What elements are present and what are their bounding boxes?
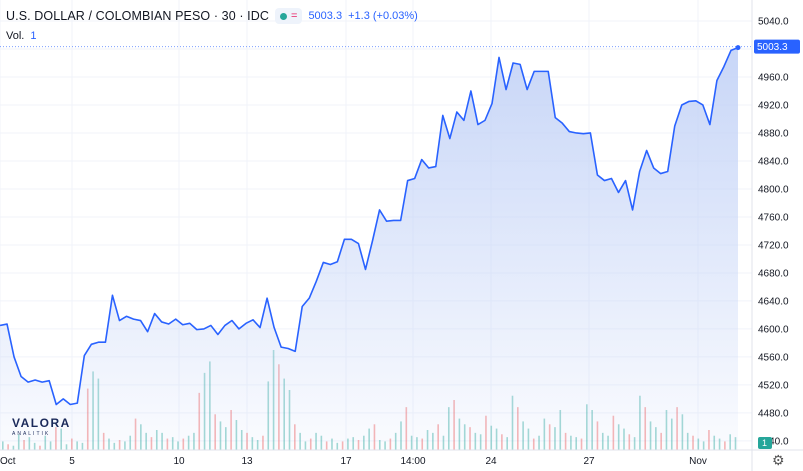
volume-tag <box>758 437 772 449</box>
x-tick-label: 13 <box>241 456 253 467</box>
x-tick-label: 14:00 <box>400 456 425 467</box>
price-line <box>0 46 739 406</box>
x-tick-label: 10 <box>173 456 185 467</box>
brand-logo: VALORA ANALITIK <box>12 416 71 437</box>
market-status-pill[interactable]: = <box>275 8 303 24</box>
volume-label: Vol. <box>6 30 25 42</box>
x-tick-label: Nov <box>689 456 707 467</box>
last-price-tag-label: 5003.3 <box>757 42 788 53</box>
y-tick-label: 4960.0 <box>758 72 789 83</box>
last-price-quote: 5003.3 <box>308 10 343 22</box>
y-tick-label: 4520.0 <box>758 380 789 391</box>
volume-value: 1 <box>30 30 37 42</box>
x-tick-label: 5 <box>69 456 75 467</box>
y-tick-label: 4720.0 <box>758 240 789 251</box>
symbol-title[interactable]: U.S. DOLLAR / COLOMBIAN PESO · 30 · IDC <box>6 9 269 23</box>
x-tick-label: 24 <box>485 456 497 467</box>
price-change: +1.3 (+0.03%) <box>348 10 418 22</box>
y-tick-label: 4760.0 <box>758 212 789 223</box>
last-price-tag <box>754 39 800 54</box>
volume-tag-label: 1 <box>762 438 767 448</box>
logo-subtitle: ANALITIK <box>12 431 51 437</box>
y-tick-label: 4560.0 <box>758 352 789 363</box>
price-area <box>0 47 738 451</box>
volume-legend[interactable]: Vol. 1 <box>6 30 36 42</box>
y-tick-label: 4640.0 <box>758 296 789 307</box>
last-point-marker <box>735 45 741 51</box>
y-tick-label: 4440.0 <box>758 436 789 447</box>
y-tick-label: 4880.0 <box>758 128 789 139</box>
settings-gear-icon[interactable]: ⚙ <box>772 452 785 468</box>
x-tick-label: Oct <box>0 456 16 467</box>
y-tick-label: 4680.0 <box>758 268 789 279</box>
logo-word: VALORA <box>12 416 71 430</box>
y-tick-label: 4920.0 <box>758 100 789 111</box>
x-tick-label: 27 <box>583 456 595 467</box>
market-open-dot-icon <box>280 12 287 20</box>
chart-header: U.S. DOLLAR / COLOMBIAN PESO · 30 · IDC … <box>6 8 418 24</box>
x-tick-label: 17 <box>340 456 352 467</box>
y-tick-label: 4480.0 <box>758 408 789 419</box>
y-tick-label: 4600.0 <box>758 324 789 335</box>
y-tick-label: 4800.0 <box>758 184 789 195</box>
equals-icon: = <box>291 9 298 22</box>
y-tick-label: 5040.0 <box>758 16 789 27</box>
y-tick-label: 4840.0 <box>758 156 789 167</box>
